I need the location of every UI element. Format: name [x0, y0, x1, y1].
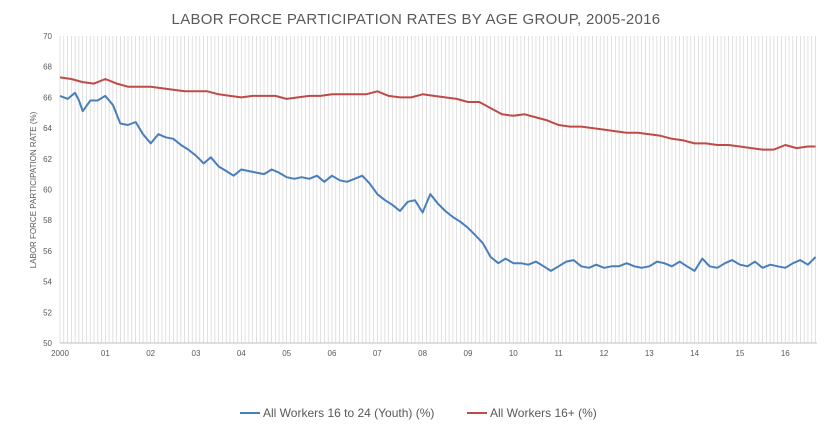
- x-tick-label: 06: [328, 349, 337, 358]
- y-axis-label: LABOR FORCE PARTICIPATION RATE (%): [29, 111, 38, 268]
- chart-title: LABOR FORCE PARTICIPATION RATES BY AGE G…: [172, 11, 661, 28]
- y-tick-label: 70: [43, 32, 52, 41]
- y-tick-label: 68: [43, 63, 52, 72]
- y-tick-label: 60: [43, 186, 52, 195]
- x-tick-label: 12: [599, 349, 608, 358]
- x-tick-label: 15: [735, 349, 744, 358]
- legend: All Workers 16 to 24 (Youth) (%) All Work…: [240, 406, 597, 420]
- y-tick-label: 50: [43, 339, 52, 348]
- x-tick-label: 11: [554, 349, 563, 358]
- x-tick-label: 05: [282, 349, 291, 358]
- y-tick-label: 64: [43, 124, 52, 133]
- x-tick-label: 07: [373, 349, 382, 358]
- x-tick-label: 2000: [51, 349, 69, 358]
- gridlines: [59, 36, 817, 344]
- y-tick-label: 56: [43, 247, 52, 256]
- x-tick-label: 08: [418, 349, 427, 358]
- x-tick-label: 02: [146, 349, 155, 358]
- x-tick-label: 04: [237, 349, 246, 358]
- x-tick-label: 01: [101, 349, 110, 358]
- y-tick-label: 54: [43, 278, 52, 287]
- x-tick-label: 10: [509, 349, 518, 358]
- y-tick-label: 62: [43, 155, 52, 164]
- series-line-1: [59, 76, 816, 151]
- x-tick-label: 09: [464, 349, 473, 358]
- x-tick-label: 16: [781, 349, 790, 358]
- y-tick-label: 52: [43, 308, 52, 317]
- y-axis: 50 52 54 56 58 60 62 64 66 68 70: [43, 32, 52, 348]
- legend-label: All Workers 16 to 24 (Youth) (%): [263, 406, 434, 420]
- series-group: [59, 76, 817, 272]
- legend-label: All Workers 16+ (%): [490, 406, 597, 420]
- x-axis: 2000 01 02 03 04 05 06 07 08 09 10 11 12 13 14 15 16: [51, 349, 790, 358]
- x-tick-label: 14: [690, 349, 699, 358]
- y-tick-label: 66: [43, 93, 52, 102]
- y-tick-label: 58: [43, 216, 52, 225]
- x-tick-label: 03: [192, 349, 201, 358]
- x-tick-label: 13: [645, 349, 654, 358]
- series-line-0: [59, 91, 817, 272]
